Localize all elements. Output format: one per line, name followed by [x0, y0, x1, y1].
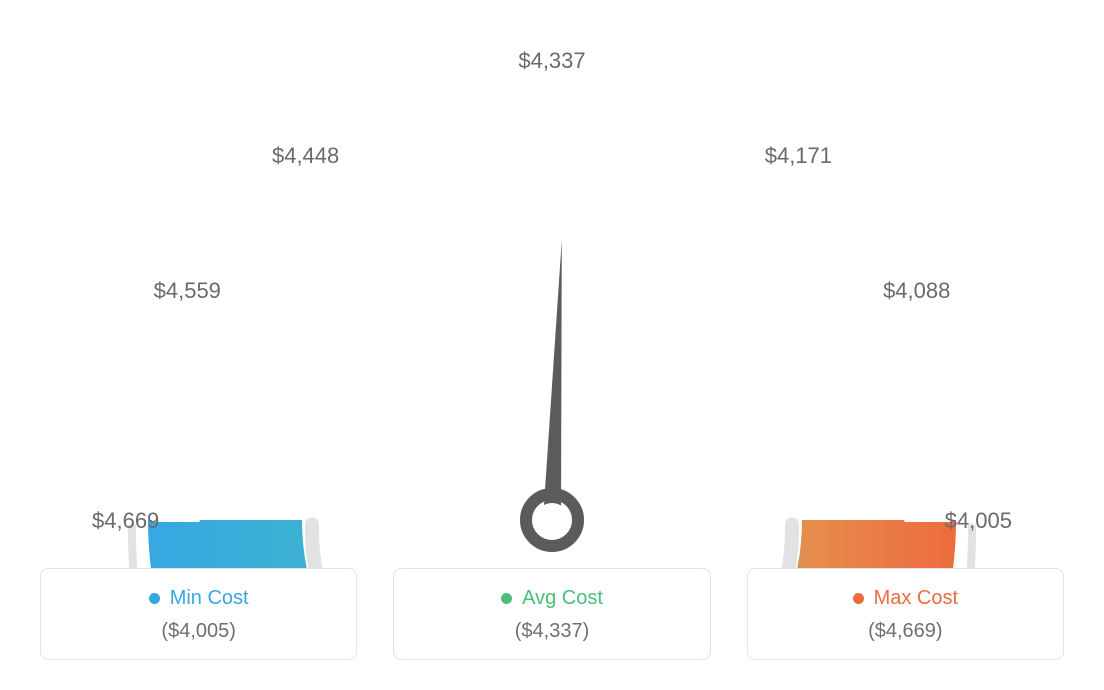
- gauge-tick-label: $4,088: [870, 278, 950, 304]
- dot-icon: [853, 593, 864, 604]
- legend-title-text: Min Cost: [170, 587, 249, 610]
- legend-card-max: Max Cost ($4,669): [747, 568, 1064, 660]
- gauge-tick-label: $4,171: [752, 143, 832, 169]
- legend-card-avg: Avg Cost ($4,337): [393, 568, 710, 660]
- gauge-tick-label: $4,559: [154, 278, 221, 304]
- legend-title-text: Avg Cost: [522, 587, 603, 610]
- gauge-tick-label: $4,669: [92, 508, 159, 534]
- legend-title-max: Max Cost: [853, 587, 958, 610]
- dot-icon: [149, 593, 160, 604]
- legend-value-min: ($4,005): [51, 620, 346, 643]
- gauge-tick-label: $4,448: [272, 143, 339, 169]
- cost-gauge-widget: $4,005 $4,088 $4,171 $4,337 $4,448 $4,559 $4,6…: [0, 0, 1104, 690]
- legend-title-min: Min Cost: [149, 587, 249, 610]
- legend-value-max: ($4,669): [758, 620, 1053, 643]
- gauge-tick-label: $4,337: [512, 48, 592, 74]
- legend-title-avg: Avg Cost: [501, 587, 603, 610]
- gauge-area: $4,005 $4,088 $4,171 $4,337 $4,448 $4,559 $4,6…: [0, 0, 1104, 560]
- legend-card-min: Min Cost ($4,005): [40, 568, 357, 660]
- dot-icon: [501, 593, 512, 604]
- legend-row: Min Cost ($4,005) Avg Cost ($4,337) Max …: [0, 568, 1104, 660]
- legend-value-avg: ($4,337): [404, 620, 699, 643]
- gauge-tick-label: $4,005: [932, 508, 1012, 534]
- legend-title-text: Max Cost: [874, 587, 958, 610]
- gauge-svg: [0, 30, 1104, 590]
